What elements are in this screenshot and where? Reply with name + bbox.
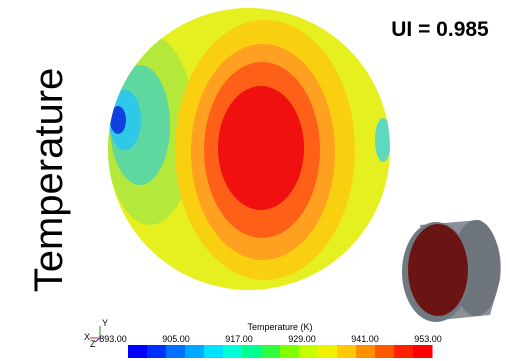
colorbar-step bbox=[166, 345, 186, 358]
colorbar-label: 917.00 bbox=[225, 334, 253, 344]
colorbar-step bbox=[394, 345, 414, 358]
colorbar-step bbox=[375, 345, 395, 358]
side-label: Temperature bbox=[27, 68, 71, 293]
colorbar-step bbox=[223, 345, 243, 358]
colorbar-step bbox=[356, 345, 376, 358]
colorbar-step bbox=[299, 345, 319, 358]
colorbar-label: 929.00 bbox=[288, 334, 316, 344]
colorbar-step bbox=[185, 345, 205, 358]
colorbar-title: Temperature (K) bbox=[247, 322, 312, 332]
colorbar-step bbox=[242, 345, 262, 358]
contour-view: Temperature UI = 0.985 Y X Z Temperature… bbox=[0, 0, 506, 361]
triad-z: Z bbox=[90, 339, 96, 349]
colorbar-step bbox=[261, 345, 281, 358]
colorbar-label: 953.00 bbox=[414, 334, 442, 344]
ui-annotation: UI = 0.985 bbox=[391, 18, 489, 41]
colorbar-step bbox=[204, 345, 224, 358]
temperature-contour bbox=[100, 0, 400, 300]
colorbar-step bbox=[318, 345, 338, 358]
colorbar-labels: 893.00 905.00 917.00 929.00 941.00 953.00 bbox=[99, 334, 442, 344]
triad-y: Y bbox=[102, 318, 108, 328]
colorbar bbox=[128, 345, 433, 358]
colorbar-step bbox=[413, 345, 433, 358]
geometry-thumbnail bbox=[402, 220, 501, 322]
colorbar-label: 905.00 bbox=[162, 334, 190, 344]
colorbar-label: 893.00 bbox=[99, 334, 127, 344]
colorbar-label: 941.00 bbox=[351, 334, 379, 344]
colorbar-step bbox=[280, 345, 300, 358]
colorbar-step bbox=[337, 345, 357, 358]
colorbar-step bbox=[128, 345, 148, 358]
colorbar-step bbox=[147, 345, 167, 358]
